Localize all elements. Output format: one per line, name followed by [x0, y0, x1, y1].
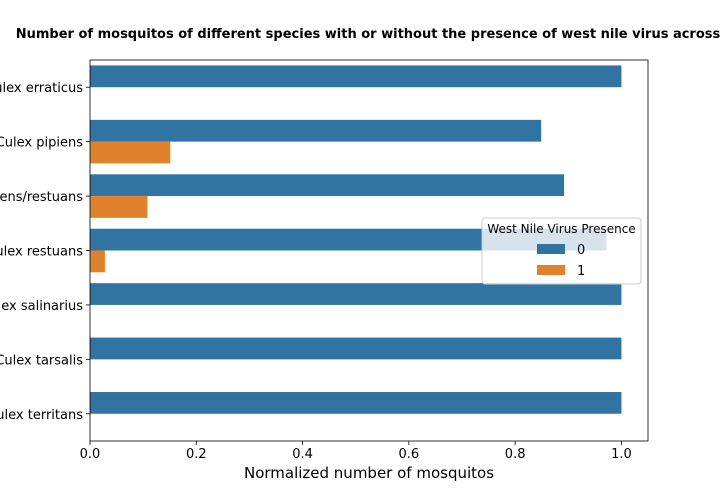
y-tick-label: Culex restuans [0, 245, 83, 260]
bar-absent-0 [90, 65, 622, 88]
y-tick-label: Culex pipiens/restuans [0, 190, 83, 205]
y-tick-label: Culex territans [0, 408, 83, 423]
bar-absent-1 [90, 119, 542, 142]
bar-present-2 [90, 196, 148, 218]
legend-swatch-0 [537, 244, 565, 254]
y-tick-label: Culex erraticus [0, 81, 83, 96]
x-tick-label: 1.0 [611, 447, 632, 462]
bar-absent-3 [90, 228, 607, 251]
y-axis: Culex erraticus Culex pipiens Culex pipien… [0, 81, 90, 423]
legend-label-1: 1 [577, 264, 585, 279]
bar-absent-4 [90, 283, 622, 305]
chart-title: Number of mosquitos of different species… [16, 27, 720, 42]
x-axis-label: Normalized number of mosquitos [244, 464, 494, 482]
x-axis: 0.0 0.2 0.4 0.6 0.8 1.0 [80, 441, 632, 462]
legend-label-0: 0 [577, 243, 585, 258]
x-tick-label: 0.6 [399, 447, 420, 462]
y-tick-label: Culex salinarius [0, 299, 83, 314]
legend-title: West Nile Virus Presence [487, 222, 635, 236]
bar-present-3 [90, 250, 105, 273]
x-tick-label: 0.4 [292, 447, 313, 462]
y-tick-label: Culex tarsalis [0, 353, 83, 368]
bar-absent-6 [90, 392, 622, 414]
x-tick-label: 0.2 [186, 447, 207, 462]
plot-area [89, 59, 649, 442]
legend: West Nile Virus Presence 0 1 [481, 217, 642, 285]
legend-swatch-1 [537, 265, 565, 275]
x-tick-label: 0.8 [505, 447, 526, 462]
bar-present-1 [90, 141, 171, 164]
y-tick-label: Culex pipiens [0, 136, 83, 151]
bar-absent-2 [90, 174, 565, 197]
x-tick-label: 0.0 [80, 447, 101, 462]
bar-absent-5 [90, 337, 622, 360]
